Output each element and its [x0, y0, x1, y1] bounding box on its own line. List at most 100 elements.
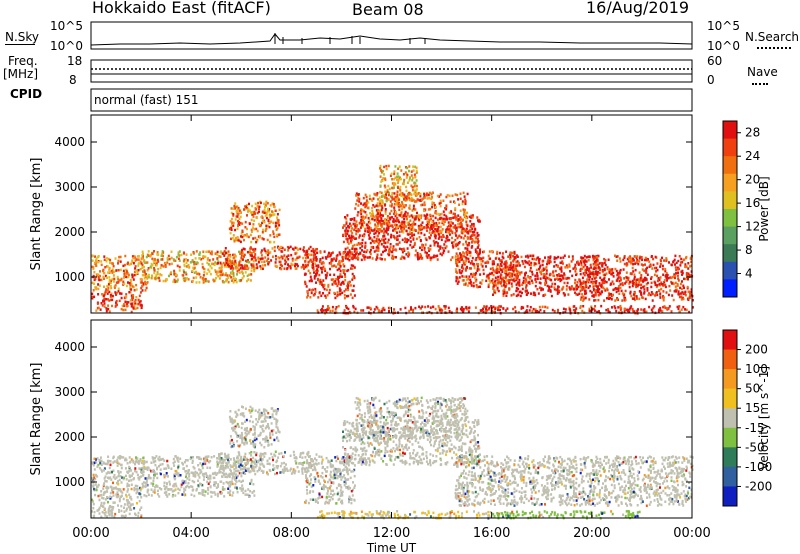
- data-cell: [210, 266, 213, 270]
- data-cell: [581, 286, 584, 289]
- data-cell: [339, 265, 342, 268]
- data-cell: [213, 476, 216, 480]
- data-cell: [250, 247, 253, 250]
- data-cell: [312, 268, 315, 271]
- data-cell: [125, 270, 128, 273]
- data-cell: [583, 286, 586, 289]
- data-cell: [465, 229, 467, 232]
- data-cell: [287, 254, 290, 257]
- data-cell: [438, 307, 441, 310]
- data-cell: [308, 279, 311, 283]
- data-cell: [315, 258, 318, 261]
- data-cell: [502, 294, 505, 297]
- data-cell: [356, 255, 359, 259]
- data-cell: [412, 199, 415, 202]
- data-cell: [621, 292, 624, 295]
- data-cell: [403, 221, 405, 224]
- data-cell: [632, 293, 635, 296]
- data-cell: [414, 165, 417, 169]
- data-cell: [353, 243, 356, 247]
- data-cell: [254, 267, 257, 270]
- data-cell: [108, 471, 111, 475]
- data-cell: [245, 266, 248, 269]
- data-cell: [449, 211, 452, 214]
- data-cell: [232, 277, 235, 280]
- data-cell: [506, 274, 509, 277]
- data-cell: [434, 307, 437, 311]
- data-cell: [342, 224, 345, 227]
- data-cell: [672, 298, 675, 302]
- data-cell: [566, 281, 569, 285]
- data-cell: [139, 267, 142, 271]
- data-cell: [380, 168, 382, 172]
- data-cell: [213, 455, 216, 458]
- data-cell: [333, 273, 336, 277]
- data-cell: [207, 268, 210, 271]
- data-cell: [378, 238, 381, 241]
- data-cell: [571, 258, 574, 261]
- data-cell: [499, 276, 502, 280]
- data-cell: [202, 250, 205, 253]
- data-cell: [194, 257, 197, 260]
- data-cell: [444, 246, 447, 250]
- data-cell: [621, 283, 624, 287]
- data-cell: [227, 250, 230, 253]
- data-cell: [173, 483, 176, 486]
- data-cell: [504, 309, 507, 312]
- data-cell: [243, 253, 246, 257]
- data-cell: [376, 202, 379, 205]
- data-cell: [251, 257, 253, 261]
- data-cell: [365, 195, 368, 199]
- data-cell: [411, 176, 414, 180]
- data-cell: [294, 264, 296, 268]
- data-cell: [687, 272, 690, 275]
- data-cell: [246, 274, 249, 278]
- data-cell: [386, 220, 389, 224]
- data-cell: [235, 476, 238, 479]
- data-cell: [600, 278, 603, 282]
- data-cell: [228, 274, 231, 277]
- data-cell: [420, 203, 423, 207]
- data-cell: [129, 278, 132, 282]
- data-cell: [359, 209, 362, 213]
- data-cell: [584, 282, 587, 285]
- data-cell: [423, 196, 426, 199]
- data-cell: [409, 225, 412, 229]
- data-cell: [497, 275, 500, 279]
- data-cell: [380, 243, 383, 246]
- data-cell: [468, 267, 471, 270]
- data-cell: [365, 199, 368, 202]
- data-cell: [663, 259, 666, 262]
- data-cell: [379, 228, 382, 231]
- data-cell: [310, 291, 313, 295]
- data-cell: [429, 207, 432, 211]
- data-cell: [591, 294, 594, 298]
- data-cell: [137, 298, 140, 302]
- data-cell: [131, 298, 134, 302]
- data-cell: [233, 254, 236, 257]
- data-cell: [620, 307, 623, 310]
- data-cell: [218, 277, 221, 280]
- data-cell: [499, 268, 502, 271]
- data-cell: [406, 247, 409, 250]
- data-cell: [440, 238, 443, 242]
- data-cell: [350, 257, 353, 260]
- data-cell: [491, 271, 493, 275]
- data-cell: [265, 224, 268, 228]
- data-cell: [680, 261, 682, 264]
- data-cell: [393, 308, 396, 311]
- data-cell: [452, 241, 455, 244]
- data-cell: [636, 309, 639, 313]
- data-cell: [659, 306, 662, 310]
- data-cell: [375, 225, 377, 229]
- data-cell: [209, 477, 212, 480]
- data-cell: [322, 262, 325, 265]
- data-cell: [328, 288, 331, 292]
- data-cell: [341, 259, 344, 262]
- data-cell: [526, 311, 529, 314]
- data-cell: [321, 305, 324, 308]
- data-cell: [383, 241, 385, 245]
- data-cell: [243, 208, 245, 211]
- data-cell: [426, 226, 429, 229]
- data-cell: [222, 488, 225, 491]
